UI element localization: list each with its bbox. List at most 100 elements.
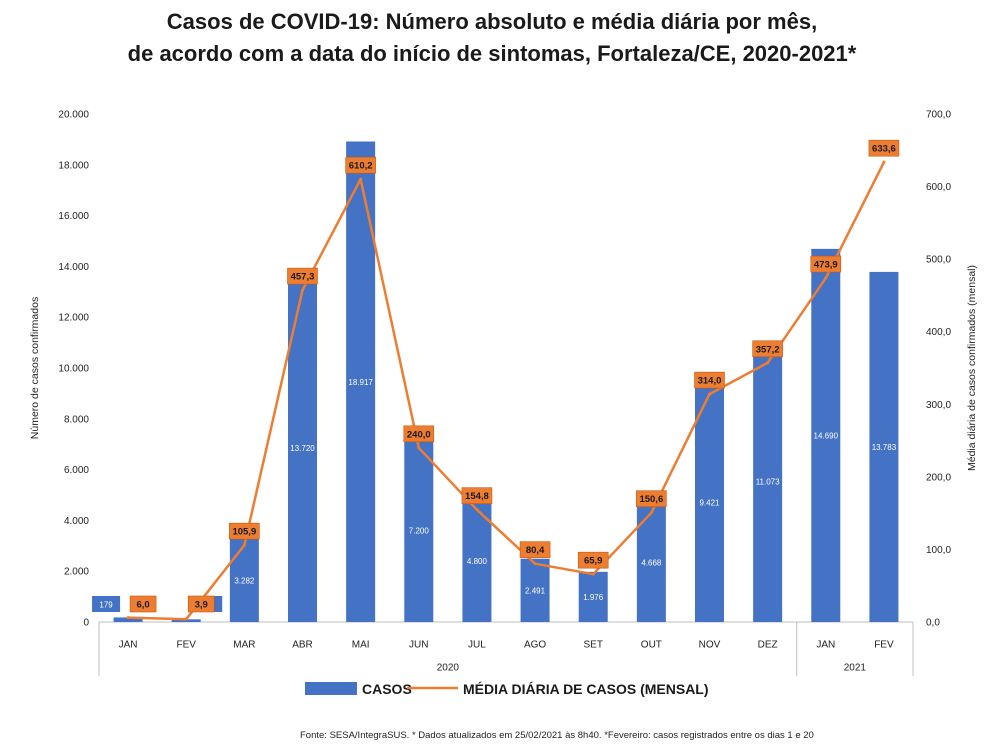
y-tick-left: 14.000 xyxy=(58,262,89,273)
line-value-label: 3,9 xyxy=(195,600,208,611)
bar xyxy=(520,558,550,622)
line-value-label: 154,8 xyxy=(465,491,489,502)
y-tick-left: 10.000 xyxy=(58,364,89,375)
line-value-label: 6,0 xyxy=(136,600,149,611)
line-point xyxy=(126,616,130,620)
line-point xyxy=(533,562,537,566)
bar xyxy=(811,248,841,622)
y-tick-right: 600,0 xyxy=(926,182,951,193)
x-tick-label: NOV xyxy=(699,640,721,651)
bar-value-label: 11.073 xyxy=(756,477,780,486)
legend-line-label: MÉDIA DIÁRIA DE CASOS (MENSAL) xyxy=(463,681,709,697)
line-value-label: 65,9 xyxy=(584,556,603,567)
legend: CASOS MÉDIA DIÁRIA DE CASOS (MENSAL) xyxy=(305,681,709,697)
legend-bar-swatch xyxy=(305,682,357,695)
bar-value-label: 4.668 xyxy=(641,559,662,568)
line-value-label: 80,4 xyxy=(526,545,545,556)
y-tick-left: 6.000 xyxy=(64,465,89,476)
bar-value-label: 1.976 xyxy=(583,593,604,602)
line-value-label: 457,3 xyxy=(291,272,315,283)
bar-value-label: 179 xyxy=(99,601,113,610)
line-value-label: 314,0 xyxy=(698,376,722,387)
y-tick-right: 700,0 xyxy=(926,110,951,121)
x-tick-label: FEV xyxy=(176,640,196,651)
bar-value-label: 4.800 xyxy=(467,557,488,566)
line-value-label: 473,9 xyxy=(814,260,838,271)
y-tick-left: 20.000 xyxy=(58,110,89,121)
bars-layer xyxy=(113,141,899,623)
labels-layer: 1791063.28213.72018.9177.2004.8002.4911.… xyxy=(92,139,900,613)
bar-value-label: 2.491 xyxy=(525,586,546,595)
y-tick-left: 18.000 xyxy=(58,160,89,171)
line-value-label: 610,2 xyxy=(349,161,373,172)
x-tick-label: JAN xyxy=(119,640,138,651)
y-tick-right: 300,0 xyxy=(926,400,951,411)
line-value-label: 240,0 xyxy=(407,429,431,440)
y-axis-label: Número de casos confirmados xyxy=(29,297,41,439)
y-tick-right: 500,0 xyxy=(926,255,951,266)
line-value-box xyxy=(129,595,157,613)
x-group-label: 2020 xyxy=(437,663,460,674)
y-tick-left: 8.000 xyxy=(64,414,89,425)
y-tick-left: 12.000 xyxy=(58,313,89,324)
chart-title: Casos de COVID-19: Número absoluto e méd… xyxy=(0,6,984,70)
x-tick-label: JAN xyxy=(816,640,835,651)
line-point xyxy=(184,617,188,621)
bar xyxy=(869,271,899,622)
x-tick-label: AGO xyxy=(524,640,546,651)
y-tick-right: 200,0 xyxy=(926,472,951,483)
x-tick-label: JUL xyxy=(468,640,486,651)
y-tick-right: 0,0 xyxy=(926,618,940,629)
x-tick-label: OUT xyxy=(641,640,662,651)
line-value-box xyxy=(229,522,260,540)
line-layer xyxy=(126,160,886,621)
bar xyxy=(695,382,724,622)
line-point xyxy=(301,288,304,292)
bar-value-label: 7.200 xyxy=(409,527,430,536)
line-point xyxy=(417,446,421,450)
y-axis-label-right: Média diária de casos confirmados (mensa… xyxy=(966,265,978,471)
line-value-label: 357,2 xyxy=(756,344,780,355)
line-point xyxy=(824,276,828,280)
x-tick-label: MAI xyxy=(352,640,370,651)
x-tick-label: DEZ xyxy=(758,640,778,651)
y-tick-right: 400,0 xyxy=(926,327,951,338)
line-point xyxy=(242,543,246,547)
bar-value-label: 18.917 xyxy=(348,378,373,387)
line-value-box xyxy=(287,267,318,285)
line-value-box xyxy=(403,425,435,443)
chart-title-line-1: Casos de COVID-19: Número absoluto e méd… xyxy=(166,9,818,34)
line-value-box xyxy=(187,595,215,613)
line-value-label: 150,6 xyxy=(639,494,663,505)
x-group-label: 2021 xyxy=(844,663,867,674)
y-tick-left: 16.000 xyxy=(58,211,89,222)
bar xyxy=(113,617,143,622)
line-value-box xyxy=(636,490,667,508)
line-value-box xyxy=(868,139,900,157)
y-tick-left: 4.000 xyxy=(64,516,89,527)
bar-value-label: 13.720 xyxy=(290,444,315,453)
x-tick-label: JUN xyxy=(409,640,428,651)
x-tick-label: FEV xyxy=(874,640,894,651)
bar-value-label: 9.421 xyxy=(699,498,720,507)
line-value-label: 633,6 xyxy=(872,144,896,155)
bar-value-label: 3.282 xyxy=(234,576,255,585)
line-value-box xyxy=(694,371,725,389)
series-line xyxy=(128,161,886,621)
y-tick-right: 100,0 xyxy=(926,545,951,556)
source-note: Fonte: SESA/IntegraSUS. * Dados atualiza… xyxy=(300,730,814,741)
bar xyxy=(404,439,434,622)
bar xyxy=(753,340,783,622)
bar xyxy=(578,571,608,622)
line-value-label: 105,9 xyxy=(232,527,256,538)
line-point xyxy=(359,177,363,181)
line-point xyxy=(708,392,711,396)
line-value-box xyxy=(577,551,609,569)
line-point xyxy=(591,572,595,576)
line-value-box xyxy=(345,156,376,174)
bar-value-label: 13.783 xyxy=(872,443,897,452)
legend-bar-label: CASOS xyxy=(362,681,412,697)
line-value-box xyxy=(519,541,551,558)
x-tick-label: SET xyxy=(583,640,602,651)
